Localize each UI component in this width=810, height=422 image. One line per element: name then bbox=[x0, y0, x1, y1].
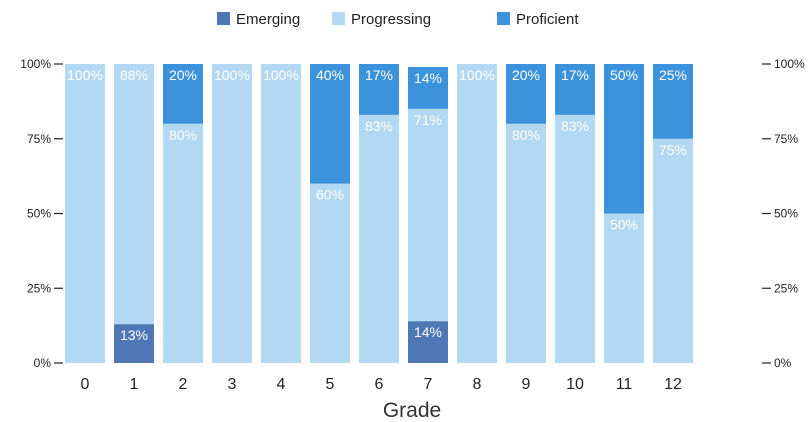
x-axis-title: Grade bbox=[383, 399, 441, 422]
legend-label-proficient: Proficient bbox=[516, 11, 579, 28]
bar-segment-progressing bbox=[506, 123, 546, 363]
bar-segment-emerging bbox=[408, 321, 448, 363]
data-label: 14% bbox=[414, 70, 442, 86]
y-tick-label-left: 100% bbox=[20, 57, 51, 71]
bar-segment-progressing bbox=[653, 138, 693, 363]
axes: 0% 0% 25% 25% 50% 50% 75% 75% 100% 100% bbox=[20, 57, 805, 370]
bar-segment-progressing bbox=[359, 114, 399, 363]
y-tick-label-left: 50% bbox=[27, 207, 51, 221]
bars: 100% 0 13% 88% 1 80% 20% 2 100% 3 100% 4 60% 40% 5 83% 1… bbox=[65, 64, 693, 393]
data-label: 50% bbox=[610, 217, 638, 233]
bar-segment-progressing bbox=[114, 64, 154, 325]
bar-segment-progressing bbox=[310, 183, 350, 363]
data-label: 80% bbox=[512, 127, 540, 143]
data-label: 17% bbox=[365, 67, 393, 83]
x-tick-label: 3 bbox=[228, 376, 237, 393]
data-label: 25% bbox=[659, 67, 687, 83]
bar-segment-proficient bbox=[408, 66, 448, 109]
y-tick-label-right: 0% bbox=[774, 356, 792, 370]
legend-swatch-emerging bbox=[217, 12, 230, 25]
legend-label-emerging: Emerging bbox=[236, 11, 300, 28]
y-tick-label-left: 75% bbox=[27, 132, 51, 146]
bar-segment-progressing bbox=[604, 213, 644, 363]
x-tick-label: 11 bbox=[616, 376, 633, 393]
bar-segment-progressing bbox=[457, 64, 497, 363]
bar-segment-progressing bbox=[261, 64, 301, 363]
x-tick-label: 6 bbox=[375, 376, 384, 393]
data-label: 14% bbox=[414, 324, 442, 340]
data-label: 83% bbox=[561, 118, 589, 134]
bar-segment-proficient bbox=[604, 64, 644, 214]
x-tick-label: 4 bbox=[277, 376, 286, 393]
y-tick-label-left: 25% bbox=[27, 281, 51, 295]
x-tick-label: 5 bbox=[326, 376, 335, 393]
y-tick-label-right: 100% bbox=[774, 57, 805, 71]
x-tick-label: 12 bbox=[664, 376, 682, 393]
data-label: 40% bbox=[316, 67, 344, 83]
data-label: 20% bbox=[169, 67, 197, 83]
bar-segment-progressing bbox=[163, 123, 203, 363]
x-tick-label: 0 bbox=[81, 376, 90, 393]
y-tick-label-right: 50% bbox=[774, 207, 798, 221]
bar-segment-proficient bbox=[506, 64, 546, 124]
data-label: 13% bbox=[120, 327, 148, 343]
x-tick-label: 10 bbox=[566, 376, 584, 393]
data-label: 20% bbox=[512, 67, 540, 83]
y-tick-label-left: 0% bbox=[34, 356, 52, 370]
bar-segment-progressing bbox=[555, 114, 595, 363]
legend-swatch-proficient bbox=[497, 12, 510, 25]
data-label: 80% bbox=[169, 127, 197, 143]
bar-segment-proficient bbox=[359, 64, 399, 115]
bar-segment-proficient bbox=[555, 64, 595, 115]
data-label: 50% bbox=[610, 67, 638, 83]
x-tick-label: 2 bbox=[179, 376, 188, 393]
data-label: 60% bbox=[316, 187, 344, 203]
y-tick-label-right: 25% bbox=[774, 281, 798, 295]
bar-segment-proficient bbox=[310, 64, 350, 184]
legend: Emerging Progressing Proficient bbox=[217, 11, 579, 28]
data-label: 17% bbox=[561, 67, 589, 83]
data-label: 100% bbox=[67, 67, 103, 83]
data-label: 100% bbox=[459, 67, 495, 83]
data-label: 100% bbox=[214, 67, 250, 83]
legend-swatch-progressing bbox=[332, 12, 345, 25]
x-tick-label: 9 bbox=[522, 376, 531, 393]
bar-segment-progressing bbox=[408, 108, 448, 322]
x-tick-label: 7 bbox=[424, 376, 433, 393]
data-label: 83% bbox=[365, 118, 393, 134]
bar-segment-progressing bbox=[212, 64, 252, 363]
data-label: 71% bbox=[414, 112, 442, 128]
x-tick-label: 1 bbox=[130, 376, 139, 393]
y-tick-label-right: 75% bbox=[774, 132, 798, 146]
bar-segment-proficient bbox=[653, 64, 693, 139]
data-label: 100% bbox=[263, 67, 299, 83]
legend-label-progressing: Progressing bbox=[351, 11, 431, 28]
x-tick-label: 8 bbox=[473, 376, 482, 393]
data-label: 75% bbox=[659, 142, 687, 158]
bar-segment-progressing bbox=[65, 64, 105, 363]
data-label: 88% bbox=[120, 67, 148, 83]
bar-segment-proficient bbox=[163, 64, 203, 124]
bar-segment-emerging bbox=[114, 324, 154, 363]
